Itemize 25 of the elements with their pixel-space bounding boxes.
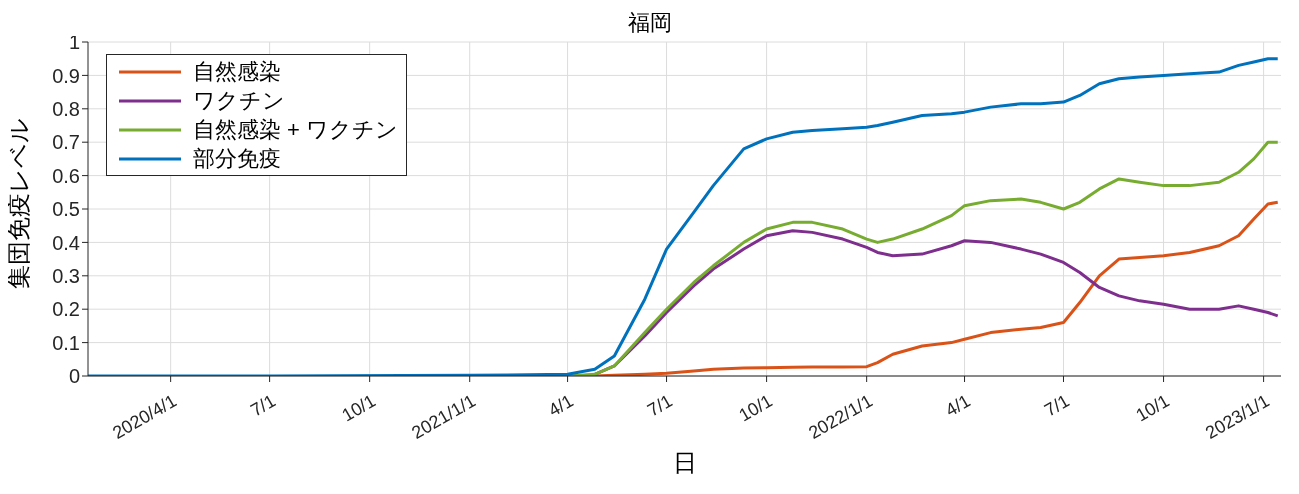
x-tick-label: 4/1 <box>942 390 974 421</box>
legend-label: ワクチン <box>193 87 285 115</box>
x-tick-label: 10/1 <box>1132 390 1173 426</box>
y-tick-label: 0.5 <box>52 198 80 221</box>
y-tick-label: 0.6 <box>52 164 80 187</box>
y-tick-label: 1 <box>68 31 80 54</box>
legend-label: 自然感染 + ワクチン <box>193 116 399 144</box>
y-tick-label: 0.9 <box>52 64 80 87</box>
legend-label: 部分免疫 <box>193 145 281 173</box>
y-tick-label: 0.2 <box>52 298 80 321</box>
x-tick-label: 10/1 <box>338 390 379 426</box>
x-tick-label: 4/1 <box>545 390 577 421</box>
y-tick-label: 0.4 <box>52 231 80 254</box>
x-tick-label: 7/1 <box>1041 390 1073 421</box>
legend-label: 自然感染 <box>193 58 281 86</box>
y-tick-label: 0.3 <box>52 264 80 287</box>
y-tick-label: 0.8 <box>52 97 80 120</box>
x-tick-label: 7/1 <box>247 390 279 421</box>
x-axis-title: 日 <box>672 449 697 476</box>
y-tick-label: 0 <box>68 365 80 388</box>
y-tick-label: 0.1 <box>52 331 80 354</box>
x-tick-label: 7/1 <box>644 390 676 421</box>
chart-title: 福岡 <box>627 10 672 35</box>
x-tick-label: 10/1 <box>735 390 776 426</box>
y-tick-label: 0.7 <box>52 131 80 154</box>
